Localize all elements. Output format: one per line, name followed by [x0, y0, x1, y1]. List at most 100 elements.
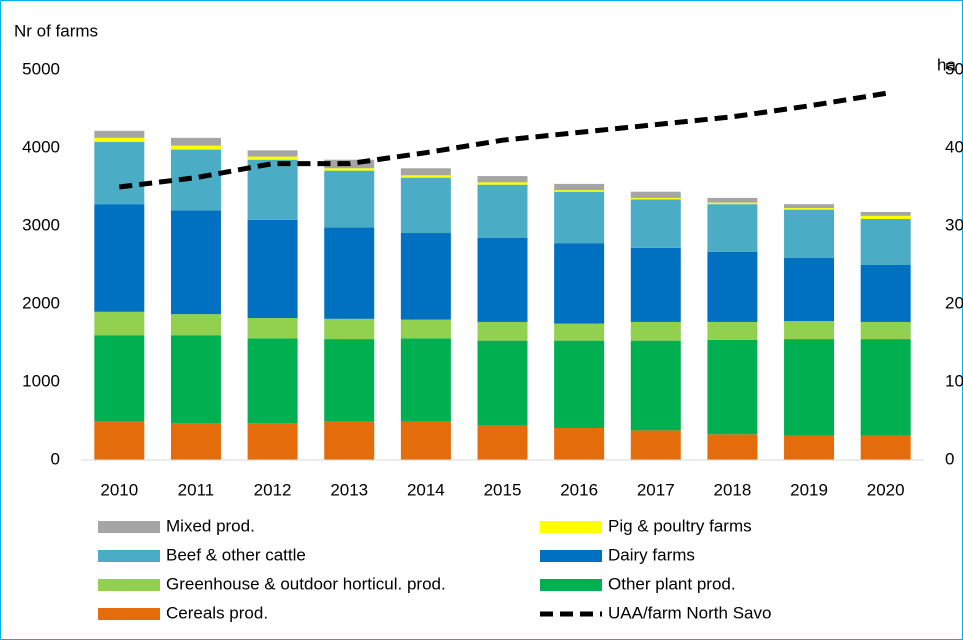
bar-segment	[170, 335, 221, 424]
bar-segment	[860, 435, 911, 460]
y2-tick-label: 40	[945, 137, 963, 156]
x-tick-label: 2018	[713, 480, 751, 499]
y-tick-label: 4000	[22, 137, 60, 156]
y2-tick-label: 30	[945, 215, 963, 234]
bar-segment	[784, 321, 835, 340]
bar-segment	[554, 428, 605, 460]
bar-segment	[94, 137, 145, 142]
bar-segment	[247, 159, 298, 220]
bar-segment	[400, 168, 451, 176]
bar-segment	[94, 311, 145, 336]
bar-segment	[477, 237, 528, 322]
legend-label: Pig & poultry farms	[608, 516, 752, 535]
y2-axis-label: ha	[937, 55, 956, 74]
bar-segment	[324, 168, 375, 171]
bar-segment	[477, 184, 528, 238]
bar-segment	[94, 335, 145, 421]
bar-segment	[630, 340, 681, 431]
bar-segment	[554, 243, 605, 324]
bar-segment	[170, 145, 221, 150]
bar-segment	[784, 208, 835, 210]
bar-segment	[324, 339, 375, 422]
legend-label: Cereals prod.	[166, 603, 268, 622]
bar-segment	[630, 430, 681, 460]
legend-label: Mixed prod.	[166, 516, 255, 535]
legend-label: Greenhouse & outdoor horticul. prod.	[166, 574, 446, 593]
x-tick-label: 2014	[407, 480, 445, 499]
bar-segment	[630, 191, 681, 198]
x-tick-label: 2019	[790, 480, 828, 499]
bar-segment	[247, 156, 298, 160]
bar-segment	[554, 191, 605, 244]
bar-segment	[170, 314, 221, 336]
y-axis-label: Nr of farms	[14, 21, 98, 40]
y2-tick-label: 10	[945, 371, 963, 390]
legend-swatch	[98, 550, 160, 562]
bar-segment	[324, 227, 375, 319]
bar-segment	[247, 318, 298, 339]
x-tick-label: 2016	[560, 480, 598, 499]
bar-segment	[554, 340, 605, 429]
bar-segment	[247, 219, 298, 319]
x-tick-label: 2015	[484, 480, 522, 499]
y-tick-label: 2000	[22, 293, 60, 312]
legend-swatch	[98, 521, 160, 533]
bar-segment	[554, 190, 605, 192]
legend-label: Other plant prod.	[608, 574, 736, 593]
legend-label: UAA/farm North Savo	[608, 603, 771, 622]
bar-segment	[784, 257, 835, 322]
bar-segment	[477, 182, 528, 185]
legend-label: Beef & other cattle	[166, 545, 306, 564]
legend-label: Dairy farms	[608, 545, 695, 564]
bar-segment	[94, 141, 145, 205]
x-tick-label: 2011	[178, 480, 215, 499]
legend-swatch	[98, 608, 160, 620]
bar-segment	[247, 150, 298, 157]
bar-segment	[324, 170, 375, 228]
y-tick-label: 0	[51, 449, 60, 468]
bar-segment	[170, 423, 221, 460]
bar-segment	[477, 321, 528, 341]
legend-swatch	[540, 521, 602, 533]
bar-segment	[630, 321, 681, 341]
x-tick-label: 2010	[100, 480, 138, 499]
bar-segment	[400, 319, 451, 339]
legend-swatch	[540, 579, 602, 591]
bar-segment	[400, 233, 451, 320]
bar-segment	[170, 210, 221, 315]
bar-segment	[707, 339, 758, 435]
bar-segment	[860, 211, 911, 216]
bar-segment	[860, 339, 911, 436]
bar-segment	[707, 197, 758, 203]
y-tick-label: 5000	[22, 59, 60, 78]
bar-segment	[324, 318, 375, 340]
bar-segment	[707, 434, 758, 460]
bar-segment	[784, 204, 835, 209]
bar-segment	[707, 321, 758, 340]
bar-segment	[707, 251, 758, 322]
bar-segment	[860, 215, 911, 219]
bar-segment	[784, 339, 835, 436]
x-tick-label: 2020	[867, 480, 905, 499]
bar-segment	[477, 340, 528, 426]
bar-segment	[784, 435, 835, 460]
bar-segment	[860, 218, 911, 265]
bar-segment	[630, 199, 681, 248]
bar-segment	[860, 321, 911, 340]
y-tick-label: 3000	[22, 215, 60, 234]
y2-tick-label: 0	[945, 449, 954, 468]
y-tick-label: 1000	[22, 371, 60, 390]
bar-segment	[554, 183, 605, 191]
legend-swatch	[540, 550, 602, 562]
legend-swatch	[98, 579, 160, 591]
bar-segment	[477, 425, 528, 460]
bar-segment	[170, 137, 221, 146]
bar-segment	[247, 338, 298, 424]
x-tick-label: 2013	[330, 480, 368, 499]
bar-segment	[630, 197, 681, 200]
bar-segment	[94, 130, 145, 138]
bar-segment	[400, 338, 451, 422]
x-tick-label: 2012	[254, 480, 292, 499]
bar-segment	[400, 421, 451, 460]
bar-segment	[630, 247, 681, 322]
